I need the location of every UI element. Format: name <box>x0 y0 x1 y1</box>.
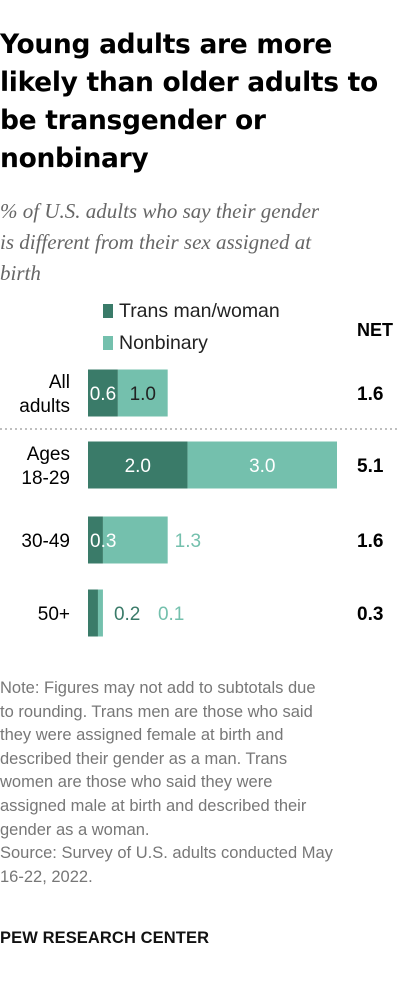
bar-segment-nonbinary <box>97 589 103 637</box>
bar-segment-nonbinary <box>187 441 337 489</box>
data-label-nonbinary: 0.1 <box>158 604 184 625</box>
chart-title: Young adults are more likely than older … <box>0 29 378 174</box>
net-value: 1.6 <box>357 531 383 552</box>
pew-research-center-logo: PEW RESEARCH CENTER <box>0 929 210 947</box>
legend-swatch-trans <box>103 304 113 318</box>
note-line: women are those who said they were <box>0 773 273 792</box>
bar-segment-trans <box>88 441 188 489</box>
net-value: 1.6 <box>357 384 383 405</box>
note-line: assigned male at birth and described the… <box>0 796 307 815</box>
data-label-trans: 0.6 <box>90 384 116 405</box>
subtitle-line: is different from their sex assigned at <box>0 230 312 254</box>
legend-item-nonbinary: Nonbinary <box>103 331 208 355</box>
note-line: to rounding. Trans men are those who sai… <box>0 702 313 721</box>
legend-item-trans: Trans man/woman <box>103 299 280 323</box>
data-label-nonbinary: 1.0 <box>130 384 156 405</box>
note-line: Note: Figures may not add to subtotals d… <box>0 679 316 697</box>
net-header: NET <box>357 320 393 340</box>
source-line: 16-22, 2022. <box>0 867 93 886</box>
net-value: 5.1 <box>357 456 384 477</box>
subtitle-line: % of U.S. adults who say their gender <box>0 199 320 223</box>
category-label: adults <box>19 396 70 417</box>
data-label-trans: 2.0 <box>125 456 151 477</box>
note-line: described their gender as a man. Trans <box>0 749 288 768</box>
category-label: 18-29 <box>21 468 70 489</box>
data-label-trans: 0.2 <box>114 604 140 625</box>
net-value: 0.3 <box>357 604 383 625</box>
category-label: Ages <box>27 444 70 465</box>
legend-label-trans: Trans man/woman <box>119 300 280 322</box>
category-label: 50+ <box>38 604 70 625</box>
legend-label-nonbinary: Nonbinary <box>119 332 208 354</box>
data-label-trans: 0.3 <box>90 531 116 552</box>
bar-segment-trans <box>88 369 118 417</box>
chart-subtitle: % of U.S. adults who say their gender is… <box>0 196 400 289</box>
data-label-nonbinary: 1.3 <box>175 531 201 552</box>
note-line: gender as a woman. <box>0 820 150 839</box>
data-label-nonbinary: 3.0 <box>249 456 275 477</box>
category-label: 30-49 <box>21 531 70 552</box>
note: Note: Figures may not add to subtotals d… <box>0 677 398 889</box>
stacked-bar-chart: All adults 0.6 1.0 1.6 Ages 18-29 2.0 3.0 5.1 30-4… <box>0 369 400 637</box>
note-line: they were assigned female at birth and <box>0 726 284 745</box>
bar-segment-trans <box>88 516 103 564</box>
category-label: All <box>49 372 70 393</box>
source-line: Source: Survey of U.S. adults conducted … <box>0 844 333 863</box>
bar-segment-nonbinary <box>117 369 168 417</box>
subtitle-line: birth <box>0 261 41 285</box>
legend-swatch-nonbinary <box>103 336 113 350</box>
bar-segment-trans <box>88 589 98 637</box>
bar-segment-nonbinary <box>102 516 168 564</box>
